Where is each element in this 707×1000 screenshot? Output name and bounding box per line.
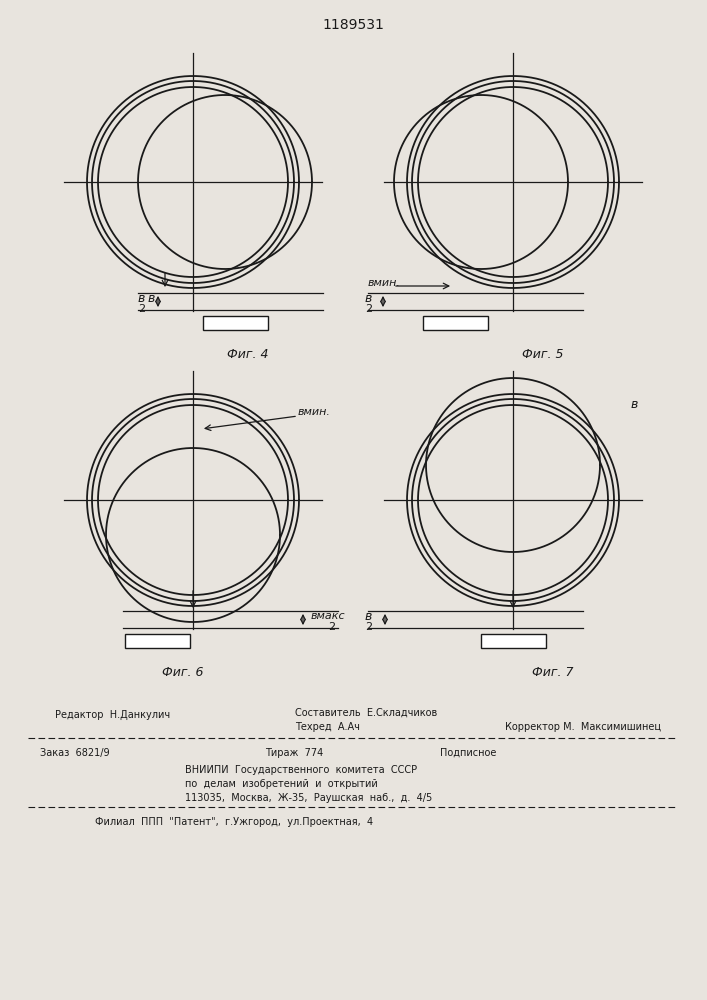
Text: 2: 2 <box>365 622 372 632</box>
Text: Заказ  6821/9: Заказ 6821/9 <box>40 748 110 758</box>
Bar <box>125 634 190 648</box>
Text: вмин.: вмин. <box>298 407 331 417</box>
Text: в: в <box>365 609 373 622</box>
Text: в: в <box>148 292 156 304</box>
Text: Фиг. 6: Фиг. 6 <box>162 666 204 679</box>
Text: Техред  А.Ач: Техред А.Ач <box>295 722 360 732</box>
Text: Подписное: Подписное <box>440 748 496 758</box>
Text: в: в <box>138 292 146 304</box>
Text: Тираж  774: Тираж 774 <box>265 748 323 758</box>
Text: 113035,  Москва,  Ж-35,  Раушская  наб.,  д.  4/5: 113035, Москва, Ж-35, Раушская наб., д. … <box>185 793 432 803</box>
Text: вмакс: вмакс <box>311 611 346 621</box>
Text: 2: 2 <box>138 304 145 314</box>
Text: Филиал  ППП  "Патент",  г.Ужгород,  ул.Проектная,  4: Филиал ППП "Патент", г.Ужгород, ул.Проек… <box>95 817 373 827</box>
Text: Редактор  Н.Данкулич: Редактор Н.Данкулич <box>55 710 170 720</box>
Text: по  делам  изобретений  и  открытий: по делам изобретений и открытий <box>185 779 378 789</box>
Text: Фиг. 4: Фиг. 4 <box>227 348 269 361</box>
Text: Составитель  Е.Складчиков: Составитель Е.Складчиков <box>295 708 437 718</box>
Text: в: в <box>631 397 638 410</box>
Text: Фиг. 7: Фиг. 7 <box>532 666 574 679</box>
Bar <box>423 316 488 330</box>
Text: ВНИИПИ  Государственного  комитета  СССР: ВНИИПИ Государственного комитета СССР <box>185 765 417 775</box>
Text: Фиг. 5: Фиг. 5 <box>522 348 563 361</box>
Text: в: в <box>365 292 373 304</box>
Bar <box>203 316 268 330</box>
Text: 2: 2 <box>328 622 335 632</box>
Text: 2: 2 <box>365 304 372 314</box>
Bar <box>481 634 546 648</box>
Text: 1189531: 1189531 <box>322 18 384 32</box>
Text: вмин.: вмин. <box>368 278 401 288</box>
Text: Корректор М.  Максимишинец: Корректор М. Максимишинец <box>505 722 661 732</box>
